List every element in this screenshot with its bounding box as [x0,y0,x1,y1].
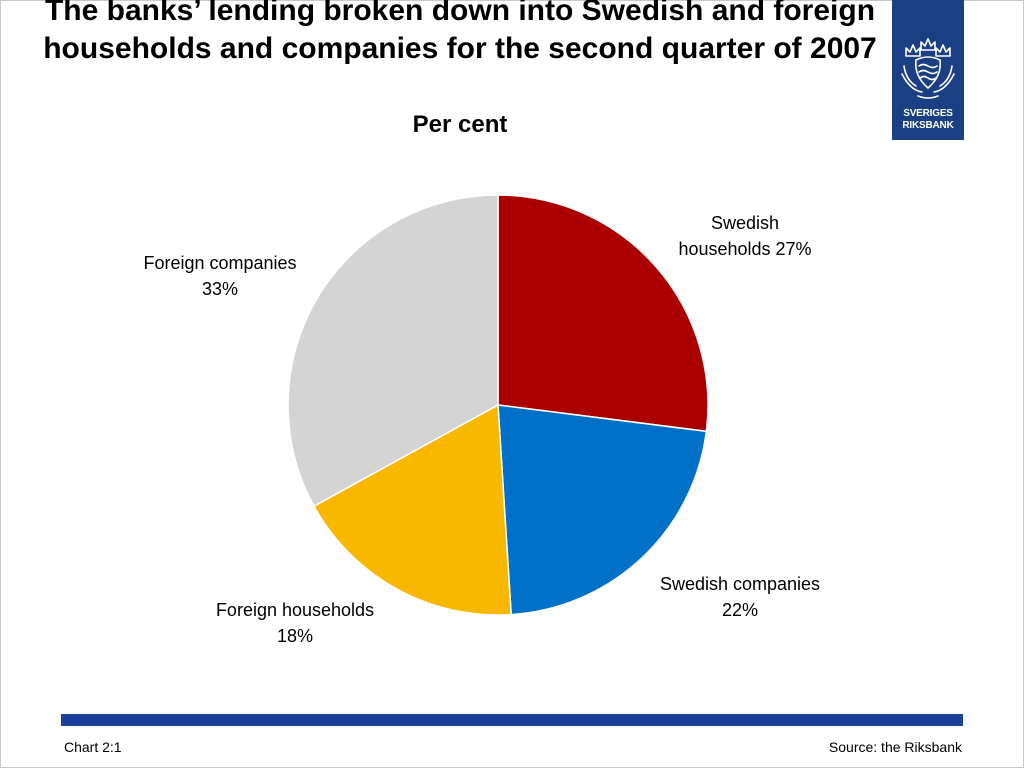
slice-label-foreign-companies: Foreign companies 33% [110,250,330,302]
footer-bar [61,714,963,726]
slice-label-line: Swedish companies [659,574,821,594]
pie-slice-swedish-households [497,194,709,433]
slice-label-line: Foreign companies [143,253,297,273]
logo-text-sveriges: SVERIGES [903,108,953,119]
slice-label-swedish-companies: Swedish companies 22% [620,571,860,623]
pie-slice-foreign-households [312,403,512,616]
chart-title: The banks’ lending broken down into Swed… [43,0,877,65]
source-note: Source: the Riksbank [828,739,962,755]
pie-slice-foreign-companies [287,194,499,508]
slice-label-line: households 27% [678,239,812,259]
slice-label-foreign-households: Foreign households 18% [180,597,410,649]
chart-subtitle: Per cent [412,111,508,138]
slice-label-swedish-households: Swedish households 27% [640,210,850,262]
slice-label-line: Swedish [710,213,780,233]
slice-label-line: 33% [201,279,239,299]
chart-number: Chart 2:1 [64,739,122,755]
slice-label-line: 18% [276,626,314,646]
pie-slice-swedish-companies [497,404,708,616]
slice-label-line: 22% [721,600,759,620]
slice-label-line: Foreign households [215,600,375,620]
logo-text-riksbank: RIKSBANK [902,120,954,131]
riksbank-logo: SVERIGES RIKSBANK [892,0,964,140]
riksbank-crown-emblem-icon [901,38,955,99]
